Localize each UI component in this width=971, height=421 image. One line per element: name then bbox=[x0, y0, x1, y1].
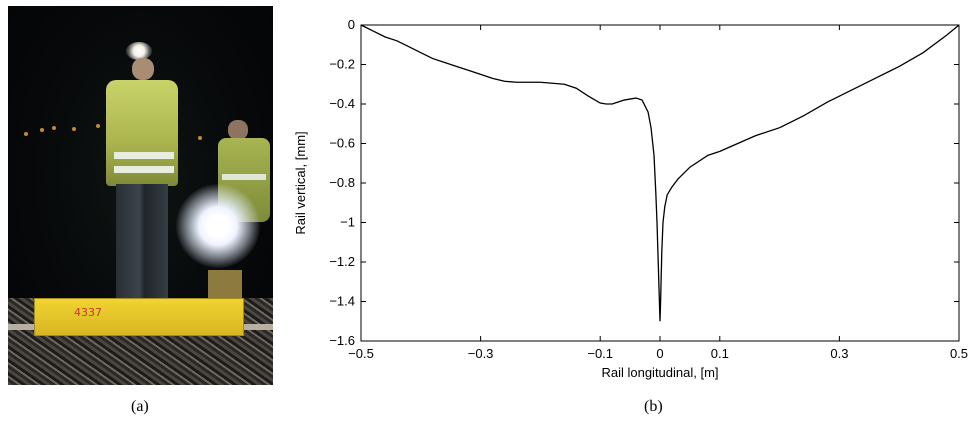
reflective-stripe bbox=[114, 152, 174, 159]
second-worker-head bbox=[228, 120, 248, 140]
y-tick-label: −1 bbox=[340, 215, 355, 230]
background-light bbox=[198, 136, 202, 140]
plot-frame bbox=[360, 24, 960, 342]
x-axis-label: Rail longitudinal, [m] bbox=[601, 365, 718, 380]
x-tick-label: −0.3 bbox=[468, 346, 494, 361]
background-light bbox=[72, 127, 76, 131]
x-tick-label: 0.5 bbox=[950, 346, 968, 361]
background-light bbox=[96, 124, 100, 128]
y-axis-label: Rail vertical, [mm] bbox=[293, 131, 308, 234]
caption-a: (a) bbox=[131, 398, 149, 415]
y-tick-label: −0.2 bbox=[329, 57, 355, 72]
y-tick-label: −1.6 bbox=[329, 333, 355, 348]
headlamp bbox=[126, 42, 152, 60]
x-tick-label: −0.5 bbox=[348, 346, 374, 361]
measurement-beam bbox=[34, 298, 244, 336]
x-tick-label: 0.1 bbox=[711, 346, 729, 361]
beam-marking: 4337 bbox=[74, 306, 102, 319]
work-lamp bbox=[176, 184, 260, 268]
deflection-series-line bbox=[360, 24, 960, 322]
field-measurement-photo: 4337 bbox=[8, 6, 273, 385]
worker-legs bbox=[116, 184, 168, 302]
worker-head bbox=[132, 58, 154, 80]
y-tick-label: −1.4 bbox=[329, 294, 355, 309]
y-tick-label: −0.8 bbox=[329, 175, 355, 190]
x-axis-ticks: −0.5 −0.3 −0.1 0 0.1 0.3 0.5 bbox=[348, 25, 968, 361]
y-tick-label: −0.4 bbox=[329, 96, 355, 111]
reflective-stripe bbox=[114, 166, 174, 173]
background-light bbox=[40, 128, 44, 132]
x-tick-label: 0 bbox=[656, 346, 663, 361]
y-axis-ticks: 0 −0.2 −0.4 −0.6 −0.8 −1 −1.2 −1.4 −1.6 bbox=[329, 17, 959, 348]
y-tick-label: 0 bbox=[348, 17, 355, 32]
caption-b: (b) bbox=[644, 398, 663, 415]
y-tick-label: −0.6 bbox=[329, 136, 355, 151]
lamp-stand bbox=[208, 270, 242, 300]
x-tick-label: −0.1 bbox=[587, 346, 613, 361]
x-tick-label: 0.3 bbox=[830, 346, 848, 361]
background-light bbox=[52, 126, 56, 130]
background-light bbox=[24, 132, 28, 136]
y-tick-label: −1.2 bbox=[329, 254, 355, 269]
reflective-stripe bbox=[222, 174, 266, 180]
